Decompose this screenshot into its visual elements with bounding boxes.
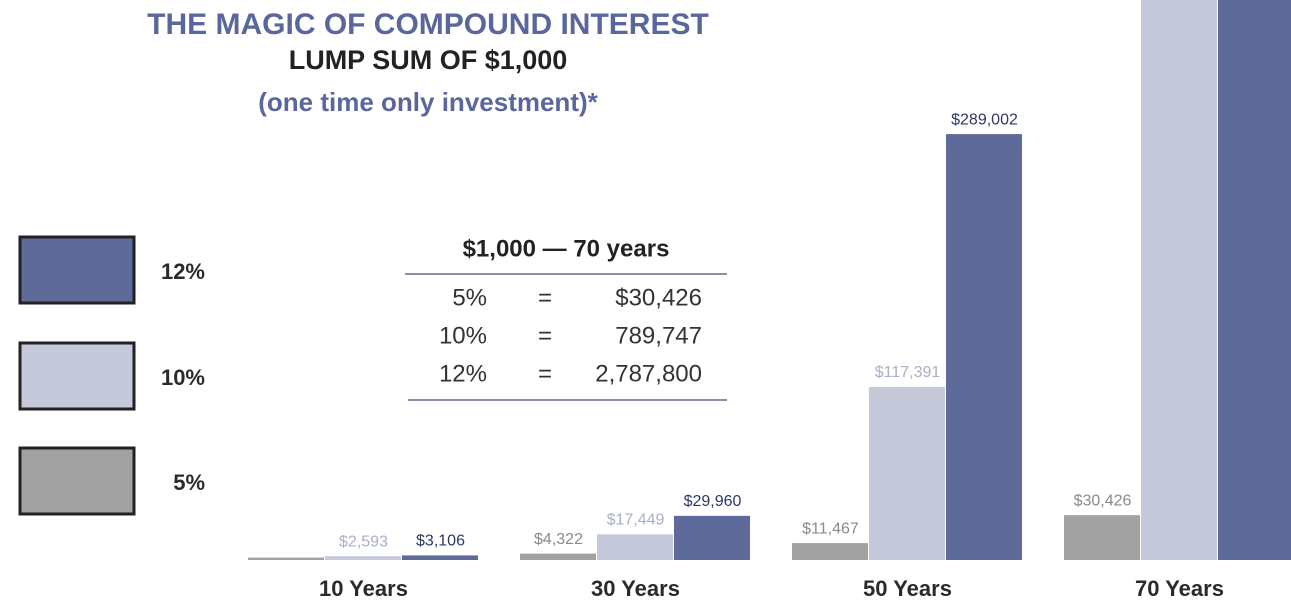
table-title: $1,000 — 70 years [463, 235, 670, 262]
table-cell: = [538, 322, 552, 349]
table-cell: = [538, 360, 552, 387]
bar [792, 543, 868, 560]
legend-swatch [18, 341, 136, 411]
legend-label: 10% [161, 365, 205, 390]
bar [402, 555, 478, 560]
bar [597, 534, 673, 560]
bar [520, 553, 596, 560]
value-label: $3,106 [416, 533, 465, 550]
value-label: $2,593 [339, 533, 388, 550]
legend-label: 12% [161, 259, 205, 284]
x-tick-label: 30 Years [591, 576, 680, 601]
legend-swatch [18, 235, 136, 305]
table-cell: 10% [439, 322, 487, 349]
table-cell: 12% [439, 360, 487, 387]
x-tick-label: 10 Years [319, 576, 408, 601]
legend-swatch [18, 446, 136, 516]
chart-subtitle: LUMP SUM OF $1,000 [289, 45, 568, 75]
chart-title: THE MAGIC OF COMPOUND INTEREST [147, 8, 709, 41]
x-tick-label: 50 Years [863, 576, 952, 601]
x-tick-label: 70 Years [1135, 576, 1224, 601]
value-label: $17,449 [607, 512, 665, 529]
value-label: $30,426 [1074, 492, 1132, 509]
bar [946, 134, 1022, 561]
chart-note: (one time only investment)* [258, 87, 598, 117]
value-label: $11,467 [802, 520, 859, 537]
legend-label: 5% [173, 470, 205, 495]
bar [869, 387, 945, 560]
bar [325, 556, 401, 560]
value-label: $117,391 [875, 364, 941, 381]
bar [1141, 0, 1217, 560]
table-cell: 2,787,800 [595, 360, 702, 387]
table-cell: $30,426 [615, 284, 702, 311]
table-cell: 5% [452, 284, 487, 311]
bar [1064, 515, 1140, 560]
value-label: $4,322 [534, 531, 583, 548]
table-cell: 789,747 [615, 322, 702, 349]
bar [248, 557, 324, 560]
bar [1218, 0, 1291, 560]
table-cell: = [538, 284, 552, 311]
bar [674, 515, 750, 560]
value-label: $289,002 [951, 111, 1018, 128]
value-label: $29,960 [684, 493, 742, 510]
